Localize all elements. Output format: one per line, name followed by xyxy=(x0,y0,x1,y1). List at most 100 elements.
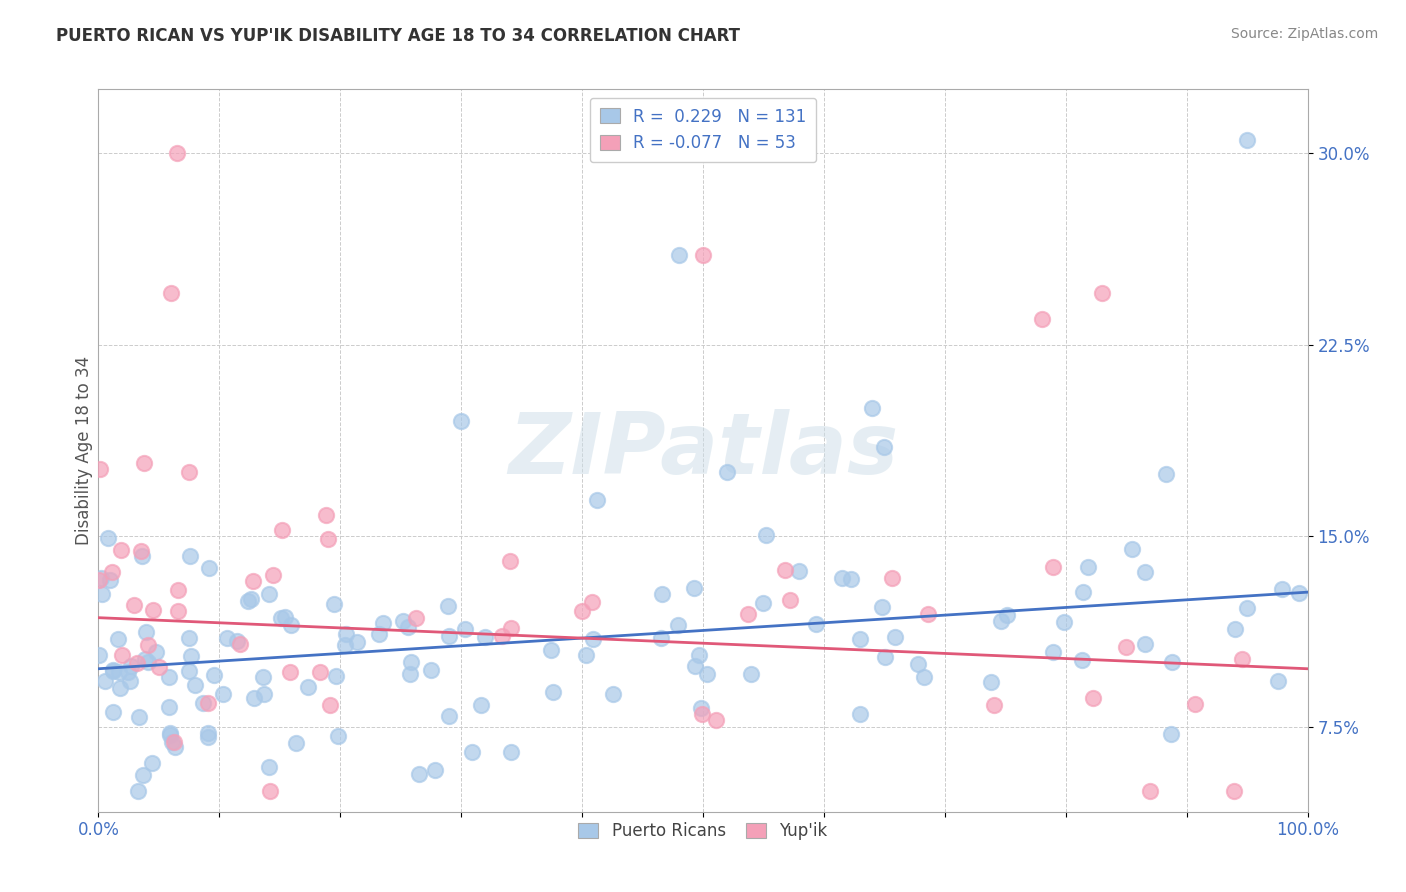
Point xyxy=(787,564,810,578)
Legend: Puerto Ricans, Yup'ik: Puerto Ricans, Yup'ik xyxy=(572,815,834,847)
Point xyxy=(316,533,339,547)
Point xyxy=(775,563,797,577)
Point xyxy=(166,583,188,598)
Point xyxy=(315,508,337,522)
Point xyxy=(848,706,870,721)
Point xyxy=(917,607,939,621)
Point xyxy=(198,561,221,575)
Point xyxy=(491,629,513,643)
Point xyxy=(212,687,235,701)
Point xyxy=(983,698,1005,712)
Point xyxy=(252,687,274,701)
Point xyxy=(191,696,214,710)
Point xyxy=(461,745,484,759)
Point xyxy=(586,492,609,507)
Point xyxy=(806,616,828,631)
Point xyxy=(602,687,624,701)
Point xyxy=(740,667,762,681)
Point xyxy=(163,740,186,755)
Point xyxy=(737,607,759,621)
Point xyxy=(470,698,492,712)
Point xyxy=(177,631,200,645)
Point xyxy=(1236,600,1258,615)
Point xyxy=(98,573,121,587)
Point xyxy=(280,617,302,632)
Point xyxy=(1133,565,1156,579)
Point xyxy=(107,632,129,646)
Point xyxy=(779,593,801,607)
Point xyxy=(408,767,430,781)
Point xyxy=(398,667,420,681)
Point xyxy=(439,629,461,643)
Point xyxy=(651,586,673,600)
Point xyxy=(1288,586,1310,600)
Point xyxy=(163,735,186,749)
Point xyxy=(87,648,110,662)
Point xyxy=(120,674,142,689)
Point xyxy=(1133,637,1156,651)
Point xyxy=(683,659,706,673)
Point xyxy=(101,565,124,579)
Point xyxy=(392,614,415,628)
Point xyxy=(134,456,156,470)
Point xyxy=(270,611,292,625)
Point xyxy=(692,248,714,262)
Point xyxy=(285,736,308,750)
Point xyxy=(160,735,183,749)
Point xyxy=(755,528,778,542)
Point xyxy=(333,638,356,652)
Point xyxy=(226,634,249,648)
Point xyxy=(257,587,280,601)
Point xyxy=(319,698,342,712)
Point xyxy=(326,729,349,743)
Point xyxy=(101,705,124,719)
Point xyxy=(371,615,394,630)
Point xyxy=(240,592,263,607)
Point xyxy=(575,648,598,662)
Point xyxy=(197,696,219,710)
Point xyxy=(839,572,862,586)
Point xyxy=(148,659,170,673)
Point xyxy=(688,648,710,662)
Point xyxy=(297,681,319,695)
Point xyxy=(716,465,738,479)
Point xyxy=(666,618,689,632)
Text: ZIPatlas: ZIPatlas xyxy=(508,409,898,492)
Point xyxy=(882,571,904,585)
Point xyxy=(229,637,252,651)
Point xyxy=(157,699,180,714)
Point xyxy=(179,465,201,479)
Point xyxy=(571,604,593,618)
Point xyxy=(134,652,156,666)
Point xyxy=(335,627,357,641)
Point xyxy=(101,664,124,678)
Point xyxy=(129,544,152,558)
Point xyxy=(581,595,603,609)
Point xyxy=(875,649,897,664)
Point xyxy=(582,632,605,646)
Point xyxy=(323,598,346,612)
Point xyxy=(849,632,872,646)
Point xyxy=(1031,312,1053,326)
Point xyxy=(145,645,167,659)
Point xyxy=(1139,784,1161,798)
Point xyxy=(135,625,157,640)
Point xyxy=(1230,651,1253,665)
Point xyxy=(309,665,332,680)
Point xyxy=(197,731,219,745)
Point xyxy=(420,663,443,677)
Point xyxy=(1091,286,1114,301)
Point xyxy=(177,665,200,679)
Point xyxy=(1115,640,1137,654)
Point xyxy=(89,574,111,588)
Point xyxy=(1236,133,1258,147)
Point xyxy=(117,665,139,679)
Point xyxy=(180,649,202,664)
Point xyxy=(1223,784,1246,798)
Point xyxy=(690,701,713,715)
Point xyxy=(159,726,181,740)
Point xyxy=(398,620,420,634)
Point xyxy=(160,286,183,301)
Point xyxy=(540,642,562,657)
Point xyxy=(437,599,460,613)
